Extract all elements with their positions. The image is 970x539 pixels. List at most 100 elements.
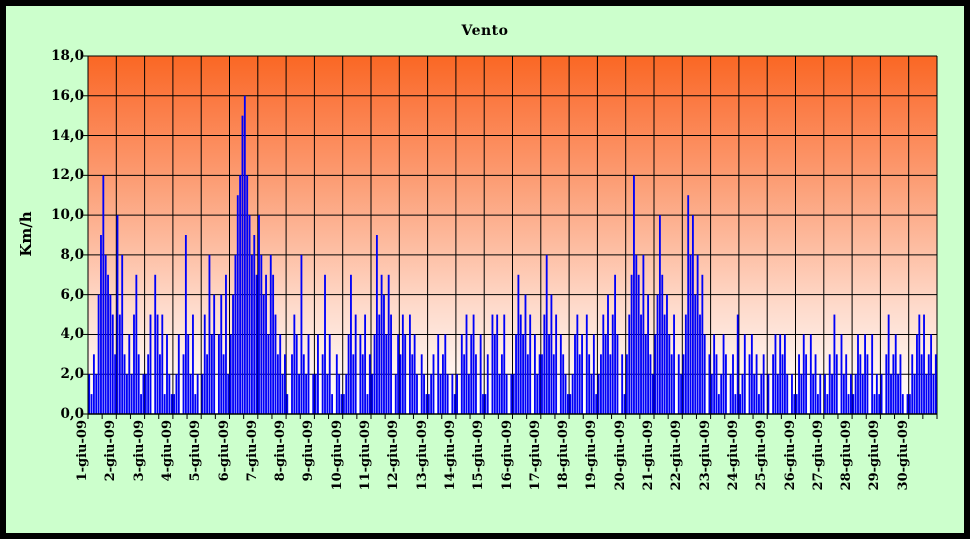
wind-bar xyxy=(498,374,501,414)
wind-bar xyxy=(873,394,876,414)
wind-bar xyxy=(720,374,723,414)
wind-bar xyxy=(500,354,503,414)
wind-bar xyxy=(753,374,756,414)
wind-bar xyxy=(338,374,341,414)
wind-bar xyxy=(916,334,918,414)
wind-bar xyxy=(118,314,121,414)
x-tick-label: 30-giu-09 xyxy=(895,420,911,491)
wind-bar xyxy=(833,314,836,414)
wind-bar xyxy=(130,374,133,414)
wind-bar xyxy=(279,334,282,414)
wind-bar xyxy=(555,314,558,414)
wind-bar xyxy=(687,195,690,414)
wind-bar xyxy=(222,354,225,414)
wind-bar xyxy=(758,394,760,414)
wind-bar xyxy=(725,354,727,414)
wind-bar xyxy=(423,374,425,414)
wind-bar xyxy=(284,354,286,414)
wind-bar xyxy=(142,374,145,414)
wind-bar xyxy=(930,334,933,414)
x-tick-label: 1-giu-09 xyxy=(75,420,90,482)
wind-bar xyxy=(274,314,277,414)
wind-bar xyxy=(385,334,388,414)
wind-bar xyxy=(918,314,921,414)
wind-bar xyxy=(696,254,699,414)
wind-bar xyxy=(109,294,112,414)
wind-bar xyxy=(614,274,617,414)
wind-bar xyxy=(460,334,463,414)
wind-bar xyxy=(701,274,704,414)
wind-bar xyxy=(635,254,638,414)
wind-bar xyxy=(774,334,777,414)
wind-bar xyxy=(121,254,124,414)
wind-bar xyxy=(791,374,793,414)
wind-bar xyxy=(491,314,494,414)
wind-bar xyxy=(442,354,444,414)
wind-bar xyxy=(302,354,305,414)
x-tick-label: 13-giu-09 xyxy=(414,420,430,491)
wind-bar xyxy=(739,394,741,414)
wind-bar xyxy=(847,394,850,414)
wind-bar xyxy=(734,394,737,414)
wind-bar xyxy=(184,235,187,414)
wind-bar xyxy=(465,314,468,414)
wind-bar xyxy=(819,374,822,414)
wind-bar xyxy=(196,374,199,414)
wind-bar xyxy=(267,334,270,414)
wind-bar xyxy=(892,354,895,414)
x-tick-label: 9-giu-09 xyxy=(301,420,317,482)
wind-bar xyxy=(394,374,397,414)
wind-bar xyxy=(364,314,367,414)
wind-bar xyxy=(156,314,159,414)
wind-bar xyxy=(621,354,624,414)
wind-bar xyxy=(600,354,602,414)
wind-bar xyxy=(154,274,157,414)
wind-bar xyxy=(432,354,435,414)
wind-bar xyxy=(347,334,350,414)
wind-bar xyxy=(236,195,239,414)
wind-bar xyxy=(729,374,732,414)
wind-bar xyxy=(732,354,734,414)
wind-bar xyxy=(451,374,454,414)
wind-bar xyxy=(798,354,800,414)
wind-bar xyxy=(420,354,423,414)
y-tick-label: 14,0 xyxy=(51,127,84,144)
wind-bar xyxy=(234,254,237,414)
wind-bar xyxy=(104,254,107,414)
wind-bar xyxy=(163,394,166,414)
wind-bar xyxy=(677,354,680,414)
wind-bar xyxy=(736,314,739,414)
wind-bar xyxy=(875,374,878,414)
wind-bar xyxy=(189,374,192,414)
wind-bar xyxy=(182,354,185,414)
wind-bar xyxy=(864,334,866,414)
wind-bar xyxy=(114,354,117,414)
x-tick-label: 20-giu-09 xyxy=(612,420,628,491)
wind-bar xyxy=(717,394,720,414)
wind-bar xyxy=(522,334,525,414)
wind-bar xyxy=(187,334,190,414)
x-tick-label: 22-giu-09 xyxy=(669,420,685,491)
x-tick-label: 18-giu-09 xyxy=(556,420,572,491)
wind-bar xyxy=(503,314,506,414)
wind-bar xyxy=(453,394,456,414)
y-tick-label: 10,0 xyxy=(51,207,84,224)
wind-bar xyxy=(243,95,246,414)
wind-bar xyxy=(925,374,928,414)
wind-bar xyxy=(649,354,652,414)
y-tick-label: 0,0 xyxy=(60,406,85,422)
wind-bar xyxy=(331,394,334,414)
wind-bar xyxy=(880,374,883,414)
wind-bar xyxy=(147,354,150,414)
wind-bar xyxy=(352,354,355,414)
wind-bar xyxy=(159,354,161,414)
wind-bar xyxy=(88,374,91,414)
wind-bar xyxy=(897,374,900,414)
wind-bar xyxy=(390,314,392,414)
wind-bar xyxy=(750,334,753,414)
y-tick-label: 2,0 xyxy=(60,366,85,383)
wind-bar xyxy=(682,354,685,414)
wind-bar xyxy=(526,354,529,414)
wind-bar xyxy=(175,374,178,414)
